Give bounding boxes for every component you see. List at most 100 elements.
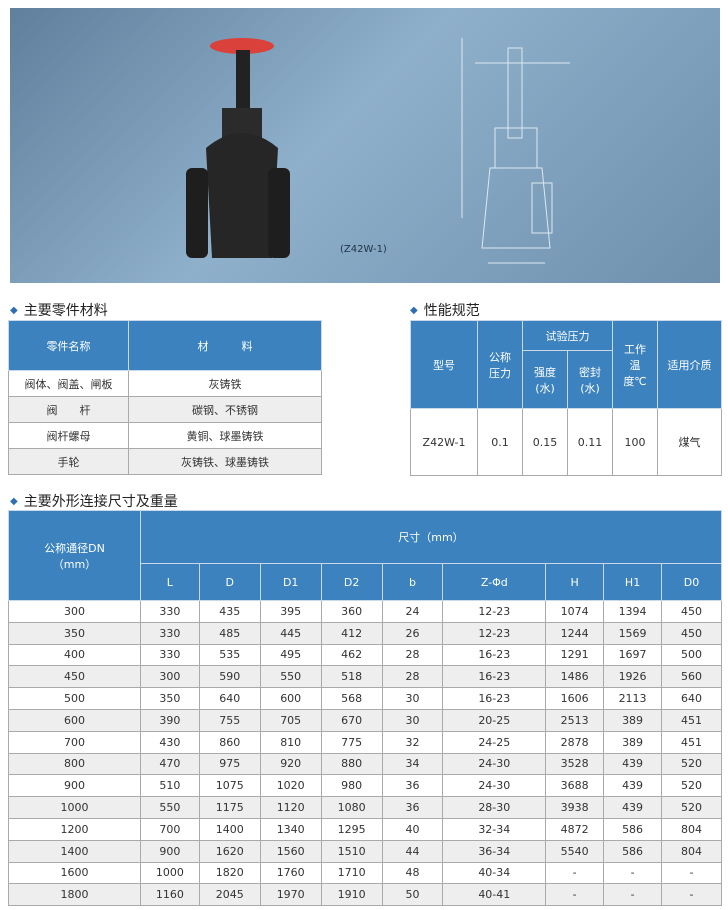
dimension-cell: 1200: [8, 817, 141, 841]
dimension-cell: 12-23: [442, 600, 547, 623]
dimension-cell: -: [661, 861, 722, 885]
dimension-cell: 775: [320, 730, 383, 754]
materials-table: 零件名称材 料 阀体、阀盖、闸板 灰铸铁阀 杆碳钢、不锈钢 阀杆螺母 黄铜、球墨铸铁手…: [8, 320, 322, 475]
dimension-cell: 500: [8, 687, 141, 710]
table-row: 300 330 435 395 360 24 12-23 1074 1394 450: [8, 600, 722, 623]
dimension-cell: 330: [139, 621, 200, 645]
header-model: 型号: [410, 320, 478, 409]
dimension-cell: 360: [320, 600, 383, 623]
dimension-cell: 5540: [545, 839, 605, 863]
dimension-cell: 1080: [320, 796, 383, 819]
dimension-cell: 1020: [259, 774, 322, 798]
dimension-cell: 600: [259, 687, 322, 710]
dimension-cell: 330: [139, 643, 200, 667]
dimension-cell: 1244: [545, 621, 605, 645]
table-row: 450 300 590 550 518 28 16-23 1486 1926 560: [8, 665, 722, 689]
dimension-cell: 755: [198, 708, 261, 732]
dimension-cell: 389: [603, 730, 663, 754]
table-row: 阀 杆碳钢、不锈钢: [8, 396, 322, 423]
dimension-cell: 1000: [139, 861, 200, 885]
part-name-cell: 阀 杆: [8, 396, 129, 423]
header-part-name: 零件名称: [8, 320, 129, 371]
dimension-cell: 1486: [545, 665, 605, 689]
dimension-cell: 1394: [603, 600, 663, 623]
header-test-pressure: 试验压力: [522, 320, 613, 351]
dimension-cell: 520: [661, 796, 722, 819]
dimension-cell: 16-23: [442, 687, 547, 710]
dimension-cell: 510: [139, 774, 200, 798]
column-header: D1: [259, 563, 322, 601]
table-row: 700 430 860 810 775 32 24-25 2878 389 451: [8, 730, 722, 754]
column-header: D0: [661, 563, 722, 601]
dimension-cell: 520: [661, 774, 722, 798]
dimension-cell: 1697: [603, 643, 663, 667]
dimension-cell: 804: [661, 839, 722, 863]
dimension-cell: 2513: [545, 708, 605, 732]
section-title-text: 主要外形连接尺寸及重量: [23, 494, 178, 510]
dimension-cell: 1800: [8, 883, 141, 907]
dimension-cell: 439: [603, 752, 663, 776]
dimension-cell: 975: [198, 752, 261, 776]
dimension-cell: 920: [259, 752, 322, 776]
column-header: D: [198, 563, 261, 601]
dimension-cell: 450: [8, 665, 141, 689]
dimension-cell: 810: [259, 730, 322, 754]
dimension-cell: 350: [139, 687, 200, 710]
dimension-cell: 24-30: [442, 752, 547, 776]
dimension-cell: 4872: [545, 817, 605, 841]
dimension-cell: 40-34: [442, 861, 547, 885]
dimension-cell: 1160: [139, 883, 200, 907]
dimension-cell: 300: [139, 665, 200, 689]
table-row: Z42W-1 0.1 0.15 0.11 100 煤气: [410, 408, 722, 476]
dimension-cell: 16-23: [442, 665, 547, 689]
dimension-cell: 804: [661, 817, 722, 841]
product-image-panel: (Z42W-1): [10, 8, 720, 283]
dimension-cell: 1074: [545, 600, 605, 623]
dimension-cell: 535: [198, 643, 261, 667]
dimension-cell: 550: [139, 796, 200, 819]
dimension-cell: 590: [198, 665, 261, 689]
dimension-cell: 1620: [198, 839, 261, 863]
part-name-cell: 手轮: [8, 448, 129, 475]
dimension-cell: 451: [661, 708, 722, 732]
dimension-cell: 32-34: [442, 817, 547, 841]
dimension-cell: 1820: [198, 861, 261, 885]
dimension-cell: 700: [139, 817, 200, 841]
dimension-cell: 860: [198, 730, 261, 754]
dimension-cell: 2113: [603, 687, 663, 710]
dimension-cell: 1295: [320, 817, 383, 841]
dimension-cell: 568: [320, 687, 383, 710]
table-row: 1200 700 1400 1340 1295 40 32-34 4872 586 804: [8, 817, 722, 841]
dimension-cell: 32: [381, 730, 444, 754]
dimension-cell: 412: [320, 621, 383, 645]
dimension-cell: 1000: [8, 796, 141, 819]
dimension-cell: 980: [320, 774, 383, 798]
dimension-cell: 3528: [545, 752, 605, 776]
dimension-cell: 450: [661, 621, 722, 645]
performance-cell: 0.15: [522, 408, 568, 476]
dimension-cell: 462: [320, 643, 383, 667]
dimension-cell: 550: [259, 665, 322, 689]
dimension-cell: 445: [259, 621, 322, 645]
dimension-cell: 800: [8, 752, 141, 776]
dimension-cell: 1075: [198, 774, 261, 798]
dimension-cell: 600: [8, 708, 141, 732]
dimension-cell: 26: [381, 621, 444, 645]
dimension-cell: 880: [320, 752, 383, 776]
dimension-cell: 350: [8, 621, 141, 645]
dimension-cell: 700: [8, 730, 141, 754]
dimension-cell: 1710: [320, 861, 383, 885]
dimension-cell: 640: [198, 687, 261, 710]
dimension-cell: -: [603, 883, 663, 907]
table-row: 1400 900 1620 1560 1510 44 36-34 5540 586 804: [8, 839, 722, 863]
dimension-cell: 389: [603, 708, 663, 732]
column-header: H1: [603, 563, 663, 601]
column-header-row: L D D1 D2 b Z-Φd H H1 D0: [9, 563, 722, 601]
dimension-cell: 28: [381, 643, 444, 667]
dimension-cell: 30: [381, 687, 444, 710]
dimension-cell: 1120: [259, 796, 322, 819]
dimension-cell: 28-30: [442, 796, 547, 819]
header-strength: 强度(水): [522, 350, 568, 409]
dimension-cell: -: [545, 883, 605, 907]
dimension-cell: 586: [603, 817, 663, 841]
